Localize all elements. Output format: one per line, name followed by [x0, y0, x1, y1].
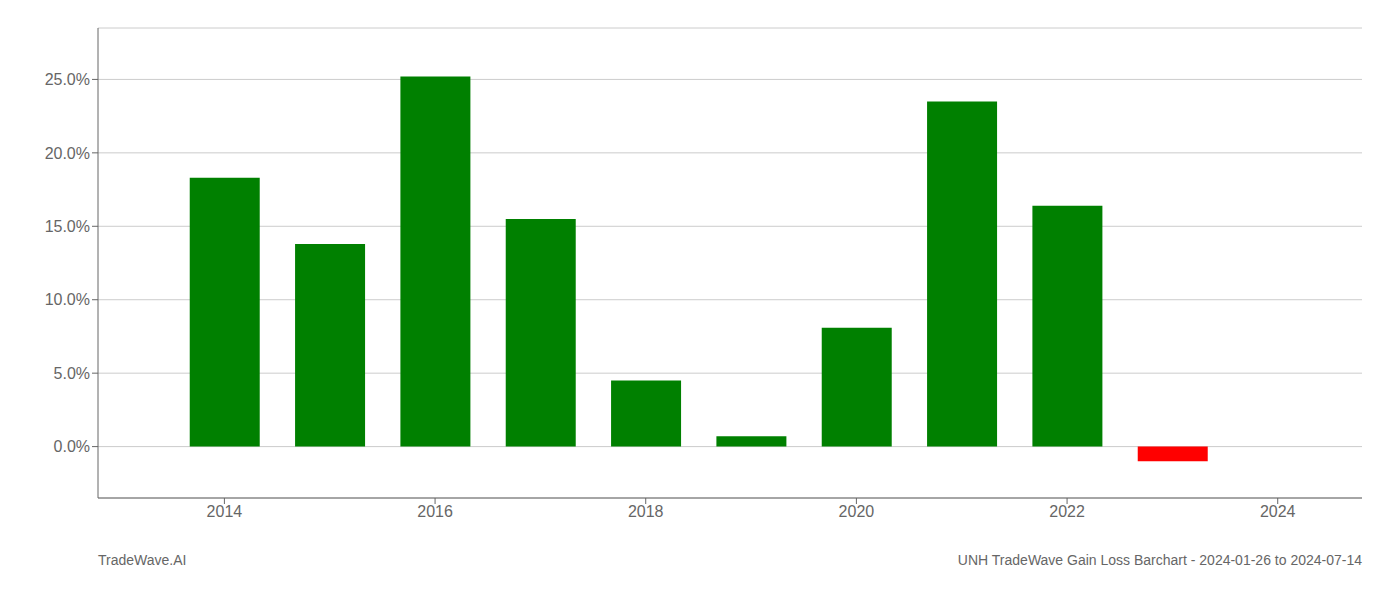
- svg-text:2022: 2022: [1049, 503, 1085, 520]
- svg-text:2014: 2014: [207, 503, 243, 520]
- html-text:UNH TradeWave Gain Loss Barcha: UNH TradeWave Gain Loss Barchart - 2024-…: [957, 552, 1362, 568]
- svg-text:10.0%: 10.0%: [45, 291, 90, 308]
- svg-text:25.0%: 25.0%: [45, 71, 90, 88]
- svg-text:2024: 2024: [1260, 503, 1296, 520]
- svg-text:15.0%: 15.0%: [45, 218, 90, 235]
- svg-text:5.0%: 5.0%: [54, 365, 90, 382]
- svg-text:2016: 2016: [417, 503, 453, 520]
- svg-text:20.0%: 20.0%: [45, 145, 90, 162]
- svg-text:2018: 2018: [628, 503, 664, 520]
- svg-text:2020: 2020: [839, 503, 875, 520]
- svg-text:0.0%: 0.0%: [54, 438, 90, 455]
- html-text:TradeWave.AI: TradeWave.AI: [98, 552, 187, 568]
